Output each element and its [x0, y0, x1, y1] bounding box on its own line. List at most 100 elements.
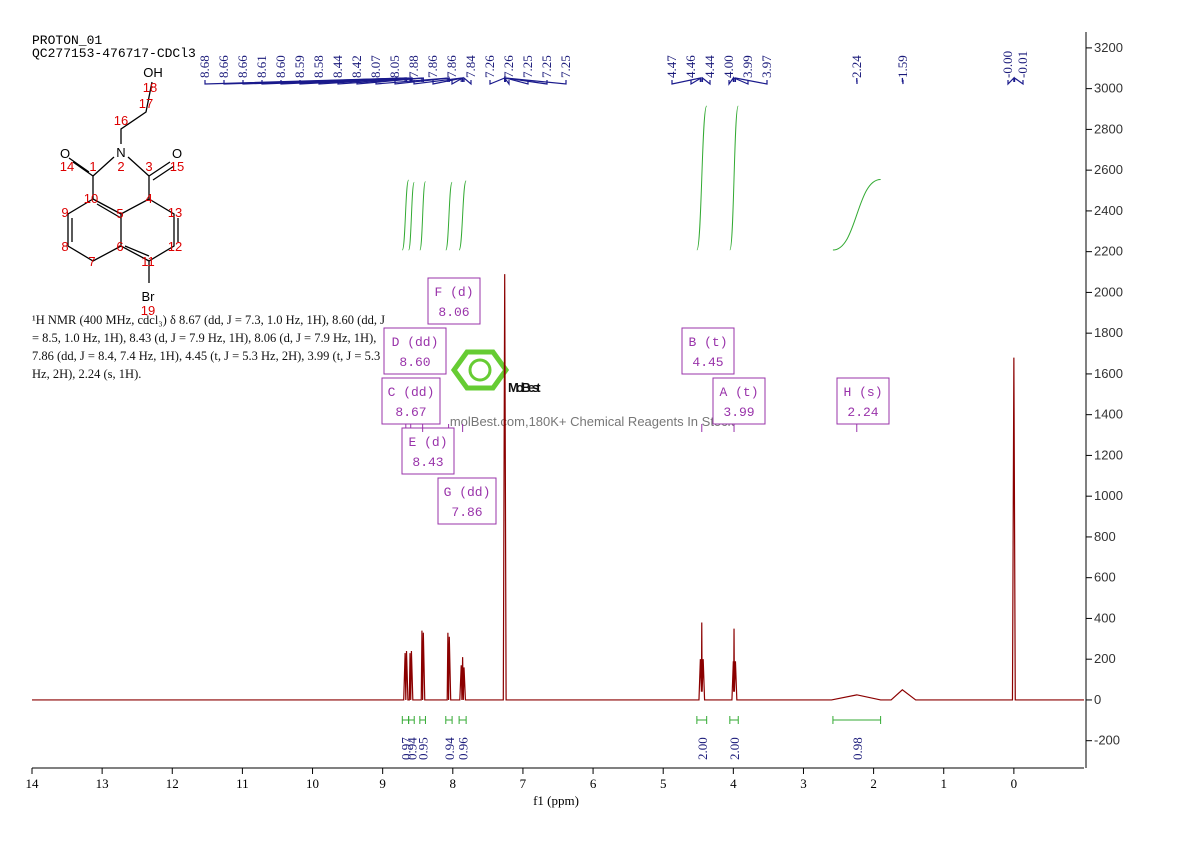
- peak-label: 3.97: [759, 55, 774, 78]
- peak-label: 7.26: [482, 55, 497, 78]
- atom-number: 11: [141, 254, 155, 269]
- y-tick-label: 800: [1094, 529, 1116, 544]
- peak-label: 8.59: [292, 55, 307, 78]
- peak-label: 4.47: [664, 55, 679, 78]
- peak-label: 8.68: [197, 55, 212, 78]
- atom-number: 14: [60, 159, 74, 174]
- peak-label: 7.84: [463, 55, 478, 78]
- integral-label: 2.00: [727, 737, 742, 760]
- peak-connector: [299, 77, 413, 85]
- x-tick-label: 2: [870, 776, 877, 791]
- multiplet-shift: 8.06: [438, 305, 469, 320]
- integral-curve: [458, 180, 467, 251]
- multiplet-name: D (dd): [392, 335, 439, 350]
- atom-number: 2: [117, 159, 124, 174]
- multiplet-shift: 3.99: [723, 405, 754, 420]
- multiplet-box: [836, 377, 890, 425]
- integral-label: 0.96: [456, 737, 471, 760]
- peak-connector: [701, 76, 711, 86]
- y-tick-label: 1000: [1094, 488, 1123, 503]
- atom-number: 19: [141, 303, 155, 318]
- subtitle: QC277153-476717-CDCl3: [32, 46, 196, 61]
- peak-connector: [734, 77, 768, 85]
- atom: O: [172, 146, 182, 161]
- peak-label: 8.66: [216, 55, 231, 78]
- x-axis-label: f1 (ppm): [533, 793, 579, 808]
- peak-label: 8.44: [330, 55, 345, 78]
- x-tick-label: 6: [590, 776, 597, 791]
- description: ¹H NMR (400 MHz, cdcl₃) δ 8.67 (dd, J = …: [32, 313, 385, 381]
- multiplet-name: G (dd): [444, 485, 491, 500]
- peak-label: 8.66: [235, 55, 250, 78]
- integral-label: 0.94: [442, 737, 457, 760]
- x-tick-label: 11: [236, 776, 249, 791]
- peak-label: -0.01: [1015, 51, 1030, 78]
- multiplet-shift: 8.43: [412, 455, 443, 470]
- y-tick-label: 200: [1094, 651, 1116, 666]
- peak-connector: [901, 77, 904, 85]
- multiplet-shift: 8.67: [395, 405, 426, 420]
- y-tick-label: 2600: [1094, 162, 1123, 177]
- peak-label: 8.58: [311, 55, 326, 78]
- peak-label: 8.07: [368, 55, 383, 78]
- peak-label: 1.59: [895, 55, 910, 78]
- atom-number: 10: [84, 191, 98, 206]
- y-tick-label: 1400: [1094, 407, 1123, 422]
- peak-connector: [1013, 76, 1024, 86]
- atom-number: 1: [89, 159, 96, 174]
- logo: [450, 349, 510, 391]
- peak-label: 2.24: [849, 55, 864, 78]
- atom-number: 9: [61, 205, 68, 220]
- y-tick-label: 2200: [1094, 244, 1123, 259]
- integral-label: 0.94: [404, 737, 419, 760]
- y-tick-label: 2800: [1094, 121, 1123, 136]
- peak-connector: [1007, 76, 1015, 86]
- peak-label: 7.86: [444, 55, 459, 78]
- multiplet-shift: 2.24: [847, 405, 878, 420]
- peak-label: 4.00: [721, 55, 736, 78]
- atom-number: 4: [145, 191, 152, 206]
- x-tick-label: 8: [450, 776, 457, 791]
- atom-number: 17: [139, 96, 153, 111]
- x-tick-label: 9: [379, 776, 386, 791]
- atom-number: 5: [116, 206, 123, 221]
- atom-number: 12: [168, 239, 182, 254]
- peak-label: 7.25: [558, 55, 573, 78]
- x-tick-label: 7: [520, 776, 527, 791]
- multiplet-shift: 7.86: [451, 505, 482, 520]
- multiplet-box: [401, 427, 455, 475]
- integral-label: 2.00: [695, 737, 710, 760]
- integral-bracket: [696, 716, 708, 724]
- peak-label: 4.44: [702, 55, 717, 78]
- atom-number: 13: [168, 205, 182, 220]
- atom-number: 18: [143, 80, 157, 95]
- peak-connector: [451, 76, 464, 86]
- peak-connector: [728, 76, 734, 86]
- peak-label: 8.42: [349, 55, 364, 78]
- peak-connector: [318, 77, 413, 85]
- peak-label: 7.26: [501, 55, 516, 78]
- peak-connector: [463, 76, 472, 86]
- peak-connector: [504, 77, 567, 85]
- integral-curve: [729, 105, 739, 251]
- multiplet-box: [383, 327, 447, 375]
- atom: N: [116, 145, 125, 160]
- atom-number: 3: [145, 159, 152, 174]
- peak-label: -0.00: [1000, 51, 1015, 78]
- y-tick-label: 0: [1094, 692, 1101, 707]
- y-tick-label: 3000: [1094, 81, 1123, 96]
- y-tick-label: 1800: [1094, 325, 1123, 340]
- atom-number: 8: [61, 239, 68, 254]
- integral-curve: [419, 181, 426, 251]
- x-tick-label: 1: [940, 776, 947, 791]
- multiplet-name: A (t): [719, 385, 758, 400]
- multiplet-name: B (t): [688, 335, 727, 350]
- atom-number: 6: [116, 239, 123, 254]
- integral-bracket: [458, 716, 467, 724]
- peak-label: 8.61: [254, 55, 269, 78]
- y-tick-label: 600: [1094, 570, 1116, 585]
- x-tick-label: 0: [1011, 776, 1018, 791]
- x-tick-label: 10: [306, 776, 319, 791]
